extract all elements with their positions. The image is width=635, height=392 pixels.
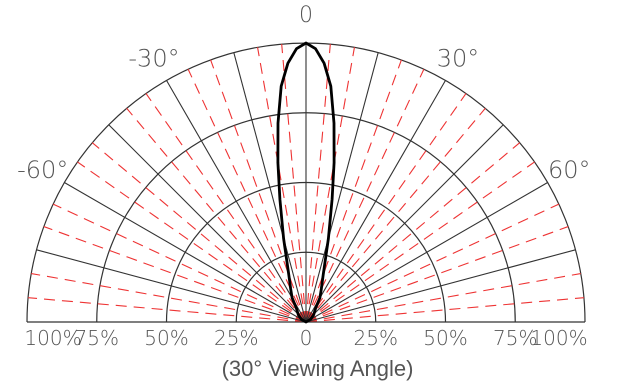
radial-tick-label: 25% (214, 326, 258, 350)
minor-angle-line (305, 107, 486, 323)
major-angle-line (233, 52, 307, 323)
minor-angle-line (91, 142, 307, 323)
minor-angle-line (305, 297, 584, 323)
angle-label: 60° (548, 156, 591, 184)
angle-label: -60° (17, 156, 68, 184)
minor-angle-line (305, 44, 331, 323)
minor-angle-line (305, 273, 581, 323)
radial-tick-label: 50% (144, 326, 188, 350)
minor-angle-line (305, 68, 425, 323)
radial-tick-label: 75% (75, 326, 119, 350)
minor-angle-line (281, 44, 307, 323)
major-angle-lines (27, 43, 585, 323)
major-angle-line (305, 124, 504, 323)
radial-tick-label: 75% (493, 326, 537, 350)
radial-tick-label: 50% (423, 326, 467, 350)
radial-tick-label: 100% (24, 326, 81, 350)
labels-layer: 100%75% 50% 25% 0 25% 50% 75%100%-60°-30°030°6… (17, 3, 590, 350)
major-angle-line (166, 80, 307, 323)
major-angle-line (305, 249, 576, 323)
minor-angle-line (305, 93, 467, 323)
minor-angle-line (52, 203, 307, 323)
minor-angle-line (77, 161, 307, 323)
minor-angle-line (187, 68, 307, 323)
major-angle-line (305, 80, 446, 323)
minor-angle-line (305, 203, 560, 323)
minor-angle-line (305, 47, 355, 323)
radial-tick-label-center: 0 (300, 326, 313, 350)
polar-chart: 100%75% 50% 25% 0 25% 50% 75%100%-60°-30°030°6… (17, 3, 590, 350)
minor-angle-line (305, 142, 521, 323)
minor-angle-line (305, 226, 569, 323)
minor-angle-line (31, 273, 307, 323)
intensity-curve-layer (276, 41, 336, 324)
radial-tick-label: 25% (354, 326, 398, 350)
intensity-curve (276, 41, 336, 324)
angle-label: 30° (437, 45, 480, 73)
chart-caption: (30° Viewing Angle) (221, 356, 414, 381)
major-angle-line (305, 52, 379, 323)
major-angle-line (108, 124, 307, 323)
angle-label: -30° (128, 45, 179, 73)
minor-angle-line (305, 161, 535, 323)
minor-angle-line (145, 93, 307, 323)
major-angle-line (36, 249, 307, 323)
minor-angle-line (28, 297, 307, 323)
minor-angle-line (126, 107, 307, 323)
angle-label: 0 (299, 3, 313, 28)
radial-tick-label: 100% (530, 326, 587, 350)
major-angle-line (64, 182, 307, 323)
minor-angle-line (257, 47, 307, 323)
minor-angle-line (43, 226, 307, 323)
major-angle-line (305, 182, 548, 323)
